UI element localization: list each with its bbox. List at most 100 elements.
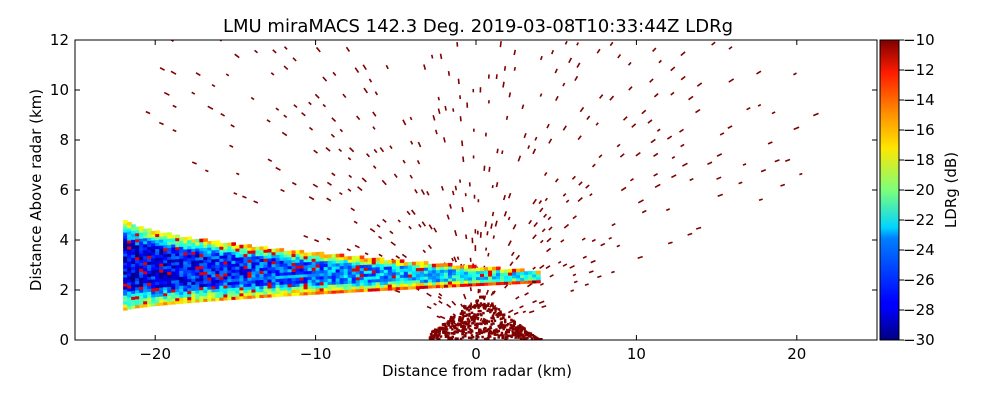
cloud-cell [155, 281, 160, 286]
cloud-cell [319, 284, 325, 289]
cloud-cell [131, 272, 136, 276]
cloud-cell [279, 290, 285, 294]
cloud-cell [395, 274, 401, 279]
cloud-cell [127, 287, 132, 292]
cloud-cell [415, 273, 421, 278]
cloud-cell [123, 268, 128, 272]
cloud-cell [303, 261, 309, 266]
cloud-cell [415, 261, 421, 266]
cloud-cell [155, 230, 160, 235]
cloud-cell [504, 281, 509, 285]
clutter-cell [489, 310, 492, 314]
cloud-cell [247, 286, 253, 290]
cloud-cell [291, 274, 297, 279]
cloud-cell [255, 291, 261, 296]
colorbar-gradient [879, 39, 900, 341]
cloud-cell [275, 254, 281, 259]
noise-speckle [656, 128, 661, 132]
noise-speckle [609, 41, 614, 47]
cloud-cell [187, 281, 192, 286]
cloud-cell [311, 270, 317, 274]
cloud-cell [183, 287, 188, 292]
cloud-cell [419, 270, 425, 274]
cloud-cell [255, 279, 261, 284]
cloud-cell [279, 287, 285, 291]
cloud-cell [155, 242, 160, 247]
clutter-cell [464, 332, 468, 335]
noise-speckle [481, 317, 486, 323]
cloud-cell [263, 258, 269, 262]
cloud-cell [247, 268, 253, 272]
cloud-cell [351, 282, 357, 287]
cloud-cell [407, 261, 413, 266]
cloud-cell [287, 268, 293, 273]
noise-speckle [426, 305, 432, 310]
cloud-cell [179, 273, 184, 277]
cloud-cell [299, 285, 305, 290]
noise-speckles [145, 40, 819, 335]
cloud-cell [283, 256, 289, 261]
cloud-cell [223, 284, 228, 289]
cloud-cell [191, 287, 196, 291]
cloud-cell [187, 248, 192, 253]
noise-speckle [372, 111, 377, 117]
cloud-cell [159, 257, 164, 261]
cloud-cell [215, 297, 220, 302]
cloud-cell [295, 292, 301, 296]
cloud-cell [227, 275, 232, 280]
cloud-cell [123, 229, 128, 233]
noise-speckle [555, 95, 559, 102]
noise-speckle [541, 228, 546, 233]
cloud-cell [131, 233, 136, 237]
cloud-cell [327, 278, 333, 282]
cloud-cell [151, 254, 156, 259]
cloud-cell [235, 260, 241, 264]
cloud-cell [247, 259, 253, 263]
cloud-cell [447, 283, 453, 288]
noise-speckle [793, 72, 797, 76]
clutter-cell [436, 331, 439, 334]
cloud-cell [299, 255, 305, 260]
cloud-cell [199, 289, 204, 294]
cloud-cell [175, 285, 180, 290]
cloud-cell [207, 286, 212, 290]
cloud-cell [343, 280, 349, 284]
cloud-cell [259, 258, 265, 263]
cloud-cell [135, 229, 140, 234]
cloud-cell [271, 284, 277, 289]
clutter-cell [461, 321, 464, 325]
cloud-cell [147, 297, 152, 301]
cloud-cell [207, 271, 212, 275]
cloud-cell [199, 238, 204, 243]
cloud-cell [131, 287, 136, 291]
cloud-cell [219, 273, 224, 277]
cloud-cell [323, 257, 329, 262]
cloud-cell [247, 253, 253, 257]
cloud-cell [528, 274, 533, 278]
cloud-cell [532, 276, 537, 281]
cloud-cell [151, 293, 156, 298]
cloud-cell [135, 256, 140, 261]
cloud-cell [251, 279, 257, 284]
cloud-cell [371, 281, 377, 286]
cloud-cell [191, 251, 196, 255]
cloud-cell [267, 254, 273, 259]
cloud-cell [263, 276, 269, 280]
cloud-cell [139, 280, 144, 284]
cloud-cell [335, 283, 341, 288]
cloud-cell [187, 245, 192, 250]
clutter-cell [523, 335, 526, 339]
cloud-cell [187, 296, 192, 301]
cloud-cell [131, 281, 136, 285]
noise-speckle [564, 40, 568, 45]
cloud-cell [263, 267, 269, 271]
cloud-cell [215, 288, 220, 293]
noise-speckle [502, 81, 505, 88]
noise-speckle [760, 169, 767, 173]
cloud-cell [163, 256, 168, 261]
cloud-cell [295, 259, 301, 263]
clutter-cell [512, 322, 516, 326]
cloud-cell [127, 236, 132, 241]
cloud-cell [375, 284, 381, 289]
cloud-cell [415, 270, 421, 275]
